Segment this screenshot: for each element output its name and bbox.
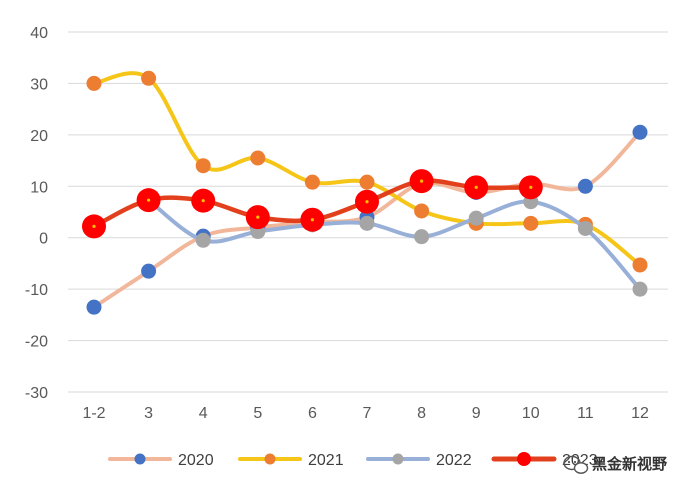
x-tick-label: 6 — [308, 405, 317, 422]
data-point-center — [310, 218, 314, 222]
watermark: 黑金新视野 — [563, 455, 667, 474]
data-point-center — [147, 198, 151, 202]
y-tick-label: 10 — [30, 179, 48, 196]
legend-entry-2022: 2022 — [366, 452, 472, 469]
data-point — [86, 299, 102, 315]
y-tick-label: -30 — [25, 385, 48, 402]
x-tick-label: 3 — [144, 405, 153, 422]
data-point-center — [92, 224, 96, 228]
data-point — [523, 215, 539, 231]
data-point — [359, 174, 375, 190]
data-point — [86, 75, 102, 91]
series-2023 — [82, 169, 543, 239]
data-point-center — [420, 179, 424, 183]
data-point — [414, 229, 430, 245]
y-tick-label: 20 — [30, 128, 48, 145]
data-point — [141, 263, 157, 279]
series-line — [92, 71, 642, 267]
legend-label: 2022 — [436, 452, 472, 469]
data-point — [304, 174, 320, 190]
legend-marker — [134, 453, 146, 465]
series-2021 — [86, 70, 648, 273]
data-point — [577, 178, 593, 194]
series-2022 — [141, 192, 648, 297]
data-point-center — [201, 199, 205, 203]
x-axis-tick-labels: 1-2 3 4 5 6 7 8 9 10 11 12 — [82, 405, 649, 422]
watermark-text: 黑金新视野 — [592, 455, 667, 473]
legend-label: 2020 — [178, 452, 214, 469]
data-point-center — [256, 215, 260, 219]
legend-marker — [392, 453, 404, 465]
legend-entry-2020: 2020 — [108, 452, 214, 469]
x-tick-label: 12 — [631, 405, 649, 422]
data-point — [468, 210, 484, 226]
legend-entry-2021: 2021 — [238, 452, 344, 469]
x-tick-label: 1-2 — [82, 405, 105, 422]
data-point — [195, 232, 211, 248]
x-tick-label: 9 — [472, 405, 481, 422]
data-point — [359, 215, 375, 231]
data-point — [632, 124, 648, 140]
data-point — [577, 220, 593, 236]
y-tick-label: 40 — [30, 25, 48, 42]
data-point-center — [365, 200, 369, 204]
series-group — [82, 70, 648, 315]
data-point — [195, 158, 211, 174]
series-line — [146, 198, 642, 292]
data-point — [632, 281, 648, 297]
x-tick-label: 10 — [522, 405, 540, 422]
data-point-center — [474, 185, 478, 189]
legend-marker — [264, 453, 276, 465]
x-tick-label: 4 — [199, 405, 208, 422]
data-point-center — [529, 185, 533, 189]
data-point — [414, 203, 430, 219]
x-tick-label: 11 — [577, 405, 594, 422]
data-point — [632, 257, 648, 273]
legend-marker — [517, 452, 531, 466]
x-tick-label: 5 — [253, 405, 262, 422]
y-tick-label: 0 — [39, 231, 48, 248]
y-tick-label: -10 — [25, 282, 48, 299]
legend: 2020 2021 2022 2023 — [108, 452, 598, 469]
wechat-icon — [563, 455, 589, 474]
x-tick-label: 7 — [363, 405, 372, 422]
data-point — [250, 150, 266, 166]
legend-label: 2021 — [308, 452, 344, 469]
x-tick-label: 8 — [417, 405, 426, 422]
y-tick-label: -20 — [25, 334, 48, 351]
data-point — [141, 70, 157, 86]
y-tick-label: 30 — [30, 76, 48, 93]
y-axis-tick-labels: -30 -20 -10 0 10 20 30 40 — [25, 25, 48, 402]
